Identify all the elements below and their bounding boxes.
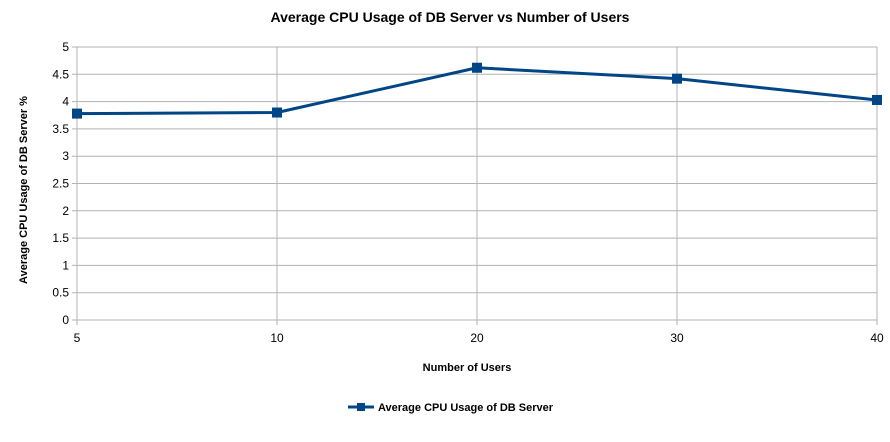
y-tick-label: 3: [62, 149, 69, 163]
y-tick-label: 1: [62, 258, 69, 272]
x-axis-title: Number of Users: [423, 362, 512, 374]
data-point-marker: [72, 108, 82, 119]
x-tick-label: 40: [870, 331, 884, 345]
y-tick-labels: 0 0.5 1 1.5 2 2.5 3 3.5 4 4.5 5: [52, 40, 69, 327]
data-point-marker: [672, 73, 682, 84]
legend-marker: [357, 403, 365, 411]
data-point-marker: [472, 62, 482, 73]
y-tick-label: 3.5: [52, 122, 69, 136]
chart-title: Average CPU Usage of DB Server vs Number…: [271, 9, 630, 25]
axes: [76, 47, 877, 321]
legend: Average CPU Usage of DB Server: [348, 402, 554, 414]
series: [72, 62, 882, 119]
y-tick-label: 2.5: [52, 177, 69, 191]
y-tick-label: 4: [62, 95, 69, 109]
y-tick-label: 1.5: [52, 231, 69, 245]
x-tick-label: 20: [470, 331, 484, 345]
x-tick-label: 30: [670, 331, 684, 345]
x-tick-label: 10: [270, 331, 284, 345]
x-tick-labels: 5 10 20 30 40: [74, 331, 884, 345]
y-tick-label: 2: [62, 204, 69, 218]
y-tick-label: 0: [62, 313, 69, 327]
data-point-marker: [872, 94, 882, 105]
y-tick-label: 0.5: [52, 286, 69, 300]
legend-label: Average CPU Usage of DB Server: [378, 402, 554, 414]
gridlines: [72, 46, 878, 325]
y-axis-title: Average CPU Usage of DB Server %: [18, 96, 30, 284]
y-tick-label: 4.5: [52, 67, 69, 81]
x-tick-label: 5: [74, 331, 81, 345]
y-tick-label: 5: [62, 40, 69, 54]
data-point-marker: [272, 107, 282, 118]
